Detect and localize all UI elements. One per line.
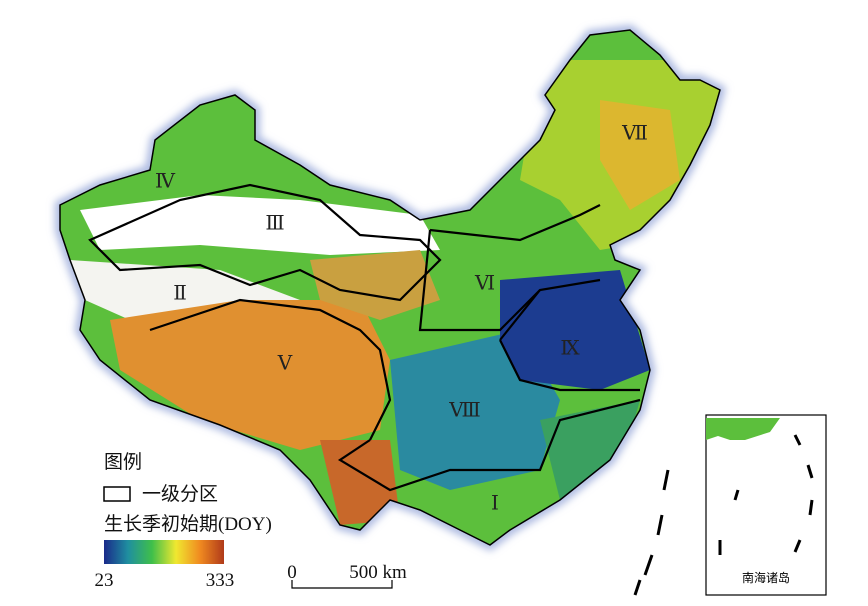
inset-frame (705, 414, 827, 596)
dash-line (633, 469, 670, 596)
inset-label: 南海诸岛 (742, 570, 790, 585)
legend-boundary-key (103, 486, 131, 502)
region-label: Ⅷ (448, 400, 481, 422)
zone-boundaries (59, 29, 721, 546)
region-fill (600, 100, 680, 210)
region-label: Ⅲ (265, 213, 284, 235)
region-label: Ⅵ (474, 273, 495, 295)
legend-title: 图例 (104, 451, 142, 473)
region-label: Ⅴ (277, 353, 293, 375)
desert (80, 195, 440, 255)
scale-end: 500 km (349, 562, 407, 583)
region-label: Ⅰ (491, 493, 499, 515)
region-label: Ⅸ (560, 338, 580, 360)
scale-bar (291, 580, 393, 589)
legend-boundary: 一级分区 (142, 483, 218, 505)
colorbar-title: 生长季初始期(DOY) (104, 513, 272, 535)
scale-start: 0 (287, 562, 297, 583)
inset-land (706, 418, 780, 440)
colorbar-min: 23 (95, 570, 114, 591)
region-labels: Ⅰ Ⅱ Ⅲ Ⅳ Ⅴ Ⅵ Ⅶ Ⅷ Ⅸ (155, 123, 648, 515)
region-label: Ⅳ (155, 171, 176, 193)
inset: 南海诸岛 (705, 414, 827, 596)
colorbar (104, 540, 224, 564)
region-fill (500, 270, 650, 390)
region-label: Ⅱ (173, 283, 187, 305)
region-label: Ⅶ (621, 123, 648, 145)
dash-line (718, 434, 814, 555)
region-fill (540, 400, 640, 500)
region-fill (310, 250, 440, 320)
colorbar-max: 333 (206, 570, 235, 591)
region-fill (110, 300, 390, 450)
